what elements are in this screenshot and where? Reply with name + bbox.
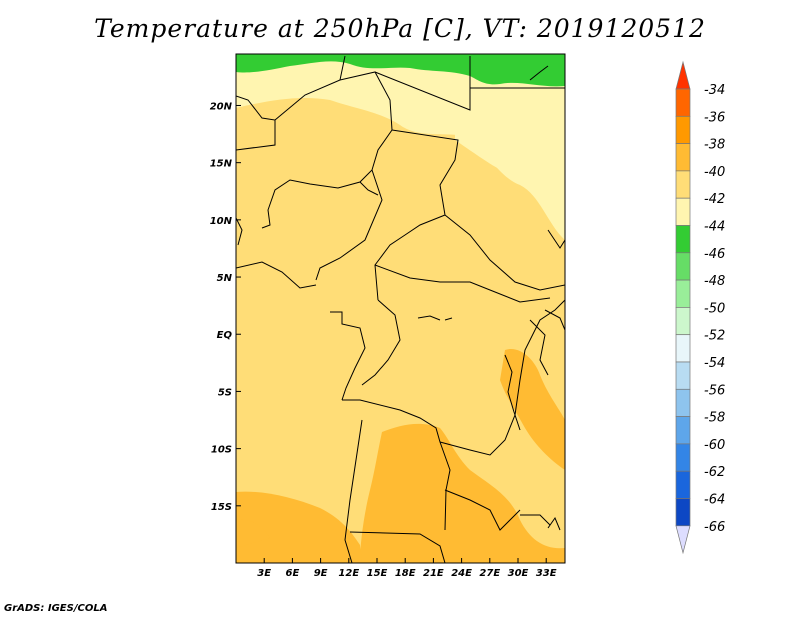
colorbar-segment [675, 388, 691, 417]
lat-tick-label: 5S [218, 387, 232, 398]
border-path [444, 489, 521, 531]
lon-tick-label: 9E [314, 568, 328, 579]
border-path [344, 419, 363, 563]
lon-tick-label: 3E [257, 568, 271, 579]
border-path [529, 319, 549, 376]
colorbar-label: -66 [704, 520, 725, 535]
colorbar-label: -52 [704, 329, 725, 344]
field-warm-patch-southwest [236, 491, 362, 563]
colorbar-segment [675, 361, 691, 390]
map-frame [235, 53, 566, 564]
lon-tick-label: 18E [395, 568, 416, 579]
border-path [359, 181, 379, 196]
colorbar-label: -44 [704, 220, 725, 235]
border-path [261, 71, 393, 229]
border-path [330, 311, 366, 401]
border-path [439, 299, 565, 456]
field-default-wedge [236, 101, 565, 563]
colorbar-label: -64 [704, 493, 725, 508]
border-path [544, 309, 565, 331]
lat-tick-label: EQ [217, 330, 233, 341]
colorbar-label: -34 [704, 83, 725, 98]
border-path [315, 169, 383, 281]
border-path [417, 315, 441, 321]
colorbar-label: -50 [704, 301, 725, 316]
field-warm-patch-sw-coast [236, 519, 270, 548]
longitude-axis: 3E 6E 9E 12E 15E 18E 21E 24E 27E 30E 33E [257, 558, 557, 579]
colorbar-segment [675, 443, 691, 472]
field-cool-patch-northeast [455, 100, 565, 220]
colorbar: -34 -36 -38 -40 -42 -44 -46 -48 -50 -52 -54 -56 -58 -… [675, 60, 725, 555]
border-path [236, 95, 276, 151]
border-path [342, 399, 441, 443]
lon-tick-label: 24E [451, 568, 472, 579]
colorbar-segment [675, 498, 691, 527]
border-path [504, 354, 521, 431]
map-title: Temperature at 250hPa [C], VT: 201912051… [94, 14, 706, 43]
border-path [361, 299, 401, 386]
colorbar-segment [675, 225, 691, 254]
colorbar-segment [675, 115, 691, 144]
border-path [274, 55, 346, 121]
colorbar-label: -62 [704, 465, 725, 480]
colorbar-label: -58 [704, 411, 725, 426]
border-path [391, 129, 459, 216]
colorbar-segment [675, 416, 691, 445]
grads-credit: GrADS: IGES/COLA [4, 603, 108, 614]
field-warm-patch-east [500, 349, 565, 470]
field-cool-patch-north [236, 54, 565, 240]
colorbar-label: -38 [704, 138, 725, 153]
temperature-field [236, 54, 565, 563]
country-borders [236, 55, 565, 563]
colorbar-label: -56 [704, 383, 725, 398]
colorbar-segment [675, 307, 691, 336]
lon-tick-label: 33E [536, 568, 557, 579]
lat-tick-label: 10N [210, 216, 233, 227]
colorbar-bottom-arrow [675, 525, 691, 555]
colorbar-label: -60 [704, 438, 725, 453]
colorbar-segment [675, 88, 691, 117]
border-path [529, 65, 549, 81]
lat-tick-label: 5N [217, 273, 233, 284]
border-path [374, 56, 471, 111]
colorbar-segment [675, 197, 691, 226]
colorbar-segment [675, 143, 691, 172]
border-path [236, 217, 243, 246]
border-path [374, 264, 551, 303]
colorbar-label: -48 [704, 274, 725, 289]
colorbar-segment [675, 470, 691, 499]
colorbar-label: -42 [704, 192, 725, 207]
colorbar-label: -40 [704, 165, 725, 180]
colorbar-top-arrow [675, 60, 691, 90]
field-green-strip [236, 54, 565, 87]
border-path [439, 441, 451, 531]
lat-tick-label: 15N [210, 159, 233, 170]
border-path [444, 317, 453, 321]
border-path [349, 531, 446, 563]
border-path [236, 261, 317, 289]
colorbar-label: -46 [704, 247, 725, 262]
colorbar-segment [675, 279, 691, 308]
lon-tick-label: 12E [338, 568, 359, 579]
colorbar-segment [675, 334, 691, 363]
lat-tick-label: 15S [211, 502, 232, 513]
border-path [547, 229, 565, 249]
lon-tick-label: 30E [508, 568, 529, 579]
lat-tick-label: 10S [211, 445, 232, 456]
lon-tick-label: 21E [423, 568, 444, 579]
lon-tick-label: 6E [286, 568, 300, 579]
border-path [374, 214, 446, 301]
colorbar-label: -36 [704, 110, 725, 125]
lon-tick-label: 27E [479, 568, 500, 579]
colorbar-segment [675, 170, 691, 199]
lat-tick-label: 20N [210, 101, 233, 112]
latitude-axis: 20N 15N 10N 5N EQ 5S 10S 15S [210, 101, 241, 513]
colorbar-segment [675, 252, 691, 281]
border-path [444, 214, 565, 291]
colorbar-label: -54 [704, 356, 725, 371]
lon-tick-label: 15E [367, 568, 388, 579]
field-warm-patch-south [360, 423, 565, 563]
border-path [520, 514, 551, 526]
